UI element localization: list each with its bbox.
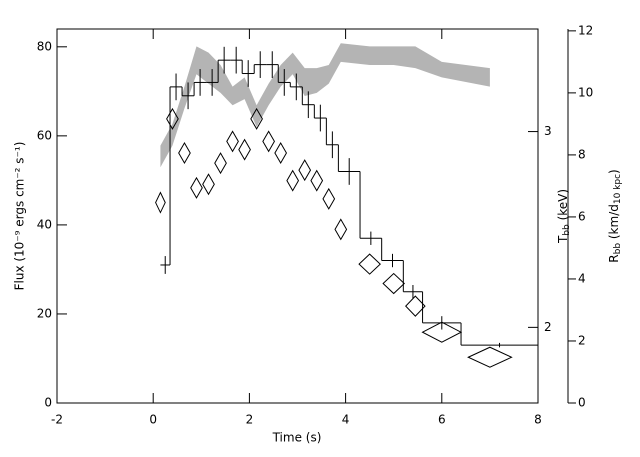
temperature-diamond (190, 176, 203, 199)
temperature-diamond (298, 159, 312, 182)
x-tick-label: 6 (438, 413, 446, 427)
y2-tick-label: 2 (544, 320, 552, 334)
plot-frame (56, 28, 539, 404)
y-tick-label: 80 (37, 39, 52, 53)
temperature-diamond (202, 173, 215, 196)
x-tick-label: 0 (149, 413, 157, 427)
temperature-diamond (286, 169, 300, 192)
label-part: T (556, 235, 570, 244)
temperature-diamond (262, 130, 275, 153)
temperature-diamond (274, 141, 288, 164)
temperature-diamond (250, 107, 263, 130)
y3-tick-label: 2 (578, 333, 586, 347)
y3-tick-label: 6 (578, 209, 586, 223)
temperature-diamond (334, 218, 348, 241)
x-tick-label: 8 (534, 413, 542, 427)
temperature-diamond (382, 272, 406, 295)
temperature-diamond (238, 138, 251, 161)
x-axis-label: Time (s) (272, 431, 322, 445)
y3-tick-label: 0 (578, 396, 586, 410)
radius-band (160, 43, 490, 168)
temperature-diamond (226, 130, 239, 153)
label-part: bb (562, 224, 572, 236)
label-part: R (607, 254, 621, 262)
label-part: (keV) (556, 189, 570, 224)
label-part: (km/d (607, 204, 621, 243)
temperature-diamond (178, 141, 191, 164)
x-tick-label: 2 (246, 413, 254, 427)
y-tick-label: 20 (37, 306, 52, 320)
y-axis-label: Flux (10⁻⁹ ergs cm⁻² s⁻¹) (13, 142, 27, 291)
temperature-diamond (467, 346, 513, 368)
temperature-diamond (155, 191, 166, 214)
label-part: ) (607, 169, 621, 174)
temperature-diamond (322, 187, 336, 210)
x-tick-label: 4 (342, 413, 350, 427)
y3-axis-label: Rbb (km/d10 kpc) (607, 169, 623, 262)
temperature-diamond (166, 107, 179, 130)
y2-axis-label: Tbb (keV) (556, 189, 572, 244)
y-tick-label: 40 (37, 217, 52, 231)
x-tick-label: -2 (51, 413, 63, 427)
y3-tick-label: 10 (578, 85, 593, 99)
y3-tick-label: 4 (578, 271, 586, 285)
temperature-diamond (421, 321, 463, 343)
label-part: 10 kpc (613, 174, 623, 204)
y2-tick-label: 3 (544, 124, 552, 138)
temperature-diamond (358, 253, 381, 275)
y3-tick-label: 8 (578, 147, 586, 161)
y-tick-label: 60 (37, 128, 52, 142)
y3-tick-label: 12 (578, 23, 593, 37)
temperature-diamond (310, 169, 324, 192)
temperature-diamond (405, 295, 426, 317)
y-tick-label: 0 (44, 396, 52, 410)
label-part: bb (613, 243, 623, 255)
temperature-diamond (214, 152, 227, 175)
